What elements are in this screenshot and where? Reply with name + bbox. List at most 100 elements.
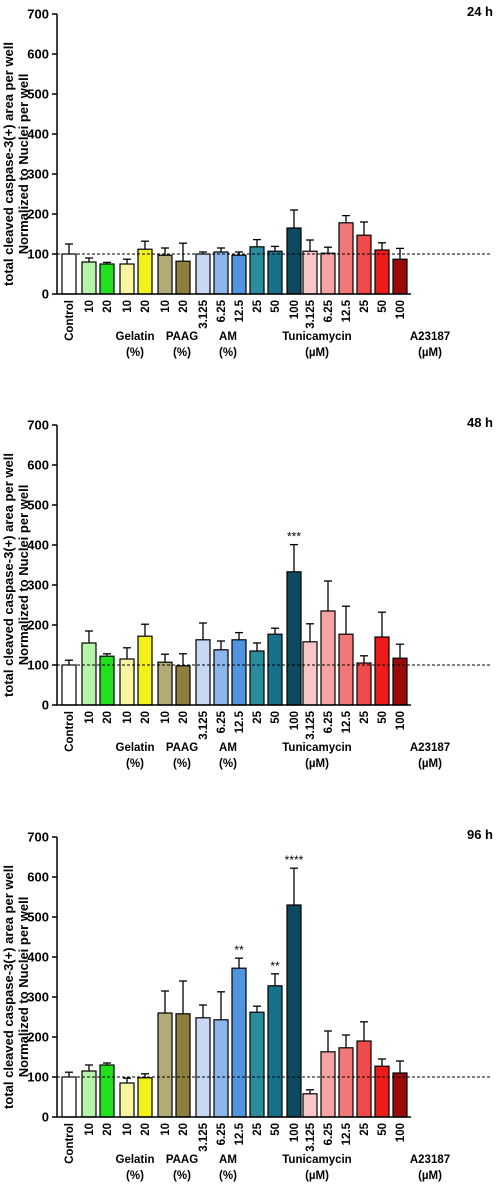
chart-title: 48 h — [467, 415, 493, 430]
bar — [338, 633, 354, 706]
bar — [267, 985, 283, 1118]
group-label: (µM) — [305, 758, 329, 770]
y-tick-label: 0 — [42, 1110, 49, 1125]
bar — [61, 253, 77, 295]
x-tick-label: 100 — [289, 1123, 301, 1142]
bar — [267, 250, 283, 295]
x-tick-label: 50 — [270, 711, 282, 724]
x-tick-label: 12.5 — [234, 710, 246, 733]
bar — [99, 1064, 115, 1118]
bar — [374, 249, 390, 295]
y-tick-label: 100 — [27, 1070, 49, 1085]
bar — [137, 248, 153, 295]
group-label: AM — [219, 1154, 237, 1166]
x-tick-label: 3.125 — [305, 299, 317, 328]
chart-panel-1: total cleaved caspase-3(+) area per well… — [1, 4, 493, 359]
group-label: (%) — [173, 758, 191, 770]
x-tick-label: 25 — [359, 710, 371, 723]
x-tick-label: 3.125 — [305, 1122, 317, 1151]
bar — [119, 263, 135, 295]
group-label: (µM) — [418, 1170, 442, 1182]
bar — [302, 1093, 318, 1118]
y-tick-label: 100 — [27, 658, 49, 673]
x-tick-label: 20 — [102, 1123, 114, 1136]
bar — [356, 662, 372, 706]
x-tick-label: 6.25 — [216, 1122, 228, 1145]
y-tick-label: 400 — [27, 950, 49, 965]
bar — [157, 661, 173, 706]
group-label: (%) — [126, 347, 144, 359]
x-tick-label: 6.25 — [216, 299, 228, 322]
significance-label: **** — [285, 853, 304, 867]
y-tick-label: 600 — [27, 458, 49, 473]
group-label: (µM) — [305, 1170, 329, 1182]
x-tick-label: 25 — [359, 299, 371, 312]
bar — [392, 1072, 408, 1118]
bar — [195, 639, 211, 706]
bar — [320, 610, 336, 706]
bar — [231, 254, 247, 295]
x-tick-label: 10 — [84, 1123, 96, 1136]
x-tick-label: 12.5 — [234, 299, 246, 322]
x-tick-label: 6.25 — [323, 299, 335, 322]
group-label: (%) — [173, 347, 191, 359]
group-label: AM — [219, 742, 237, 754]
x-tick-label: 12.5 — [341, 299, 353, 322]
group-label: (%) — [219, 758, 237, 770]
group-label: (%) — [219, 347, 237, 359]
y-tick-label: 500 — [27, 910, 49, 925]
x-tick-label: 100 — [289, 300, 301, 319]
bar — [157, 1012, 173, 1118]
y-axis-label: Normalized to Nuclei per well — [16, 74, 31, 255]
y-axis-label: total cleaved caspase-3(+) area per well — [1, 453, 16, 697]
group-label: (µM) — [418, 758, 442, 770]
x-tick-label: 100 — [395, 300, 407, 319]
bar — [81, 261, 97, 295]
group-label: A23187 — [410, 331, 450, 343]
x-tick-label: 10 — [84, 300, 96, 313]
y-tick-label: 600 — [27, 870, 49, 885]
x-tick-label: 6.25 — [323, 710, 335, 733]
x-tick-label: 3.125 — [198, 299, 210, 328]
x-tick-label: 10 — [160, 711, 172, 724]
group-label: (%) — [219, 1170, 237, 1182]
bar — [286, 571, 302, 706]
x-tick-label: 100 — [395, 1123, 407, 1142]
x-tick-label: 25 — [252, 710, 264, 723]
y-tick-label: 200 — [27, 618, 49, 633]
bar — [213, 649, 229, 706]
bar — [356, 234, 372, 295]
bar — [61, 664, 77, 706]
x-tick-label: 50 — [377, 1123, 389, 1136]
group-label: A23187 — [410, 1154, 450, 1166]
bar — [213, 251, 229, 295]
significance-label: *** — [287, 530, 301, 544]
x-tick-label: 100 — [395, 711, 407, 730]
bar — [99, 263, 115, 295]
group-label: Gelatin — [116, 1154, 155, 1166]
y-tick-label: 200 — [27, 1030, 49, 1045]
group-label: Tunicamycin — [282, 331, 351, 343]
bar — [356, 1040, 372, 1118]
chart-title: 96 h — [467, 827, 493, 842]
bar — [61, 1076, 77, 1118]
significance-label: ** — [270, 959, 280, 973]
group-label: A23187 — [410, 742, 450, 754]
x-tick-label: Control — [64, 711, 76, 752]
x-tick-label: Control — [64, 300, 76, 341]
bar — [267, 633, 283, 706]
x-tick-label: 10 — [160, 1123, 172, 1136]
bar — [338, 1047, 354, 1118]
y-tick-label: 400 — [27, 538, 49, 553]
x-tick-label: 25 — [252, 299, 264, 312]
bar — [374, 1065, 390, 1118]
group-label: Gelatin — [116, 331, 155, 343]
bar — [175, 260, 191, 295]
bar — [81, 1070, 97, 1118]
x-tick-label: 3.125 — [305, 710, 317, 739]
x-tick-label: 10 — [84, 711, 96, 724]
x-tick-label: 25 — [359, 1122, 371, 1135]
x-tick-label: 50 — [377, 711, 389, 724]
